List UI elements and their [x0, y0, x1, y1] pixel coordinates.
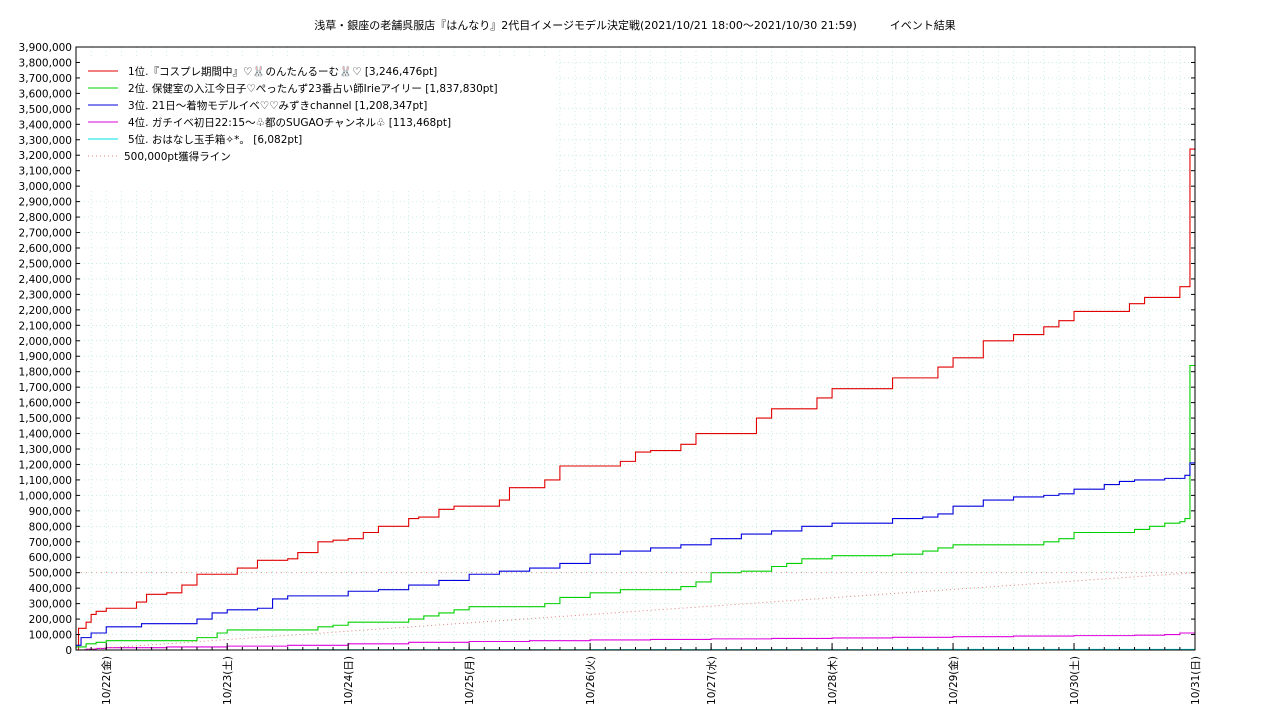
y-tick-label: 1,900,000	[19, 351, 72, 363]
x-tick-label: 10/23(土)	[221, 656, 234, 705]
y-tick-label: 300,000	[29, 599, 72, 611]
y-tick-label: 2,700,000	[19, 228, 72, 240]
y-tick-label: 2,300,000	[19, 289, 72, 301]
legend-label-2: 2位. 保健室の入江今日子♡ぺったんず23番占い師Irieアイリー [1,837…	[128, 82, 498, 95]
y-tick-label: 3,100,000	[19, 166, 72, 178]
series-line-6	[75, 572, 1196, 651]
y-tick-label: 2,900,000	[19, 197, 72, 209]
x-tick-label: 10/28(木)	[827, 656, 839, 705]
legend-box	[80, 58, 556, 188]
y-tick-label: 200,000	[29, 614, 72, 626]
y-tick-label: 1,000,000	[19, 490, 72, 502]
y-tick-label: 1,200,000	[19, 459, 72, 471]
x-tick-label: 10/22(金)	[100, 656, 113, 705]
y-tick-label: 2,600,000	[19, 243, 72, 255]
y-tick-label: 2,400,000	[19, 274, 72, 286]
chart-title: 浅草・銀座の老舗呉服店『はんなり』2代目イメージモデル決定戦(2021/10/2…	[314, 19, 956, 32]
y-tick-label: 2,500,000	[19, 258, 72, 270]
x-tick-label: 10/26(火)	[585, 656, 597, 705]
series-line-1	[76, 148, 1196, 651]
y-tick-label: 3,600,000	[19, 88, 72, 100]
legend-label-1: 1位.『コスプレ期間中』♡🐰のんたんるーむ🐰♡ [3,246,476pt]	[128, 65, 437, 78]
y-tick-label: 2,800,000	[19, 212, 72, 224]
y-tick-label: 3,700,000	[19, 73, 72, 85]
y-tick-label: 1,500,000	[19, 413, 72, 425]
y-tick-label: 2,200,000	[19, 305, 72, 317]
series-line-3	[76, 462, 1196, 646]
y-tick-label: 1,300,000	[19, 444, 72, 456]
legend-label-5: 5位. おはなし玉手箱✧*。 [6,082pt]	[128, 133, 302, 146]
y-tick-label: 2,100,000	[19, 320, 72, 332]
x-tick-label: 10/27(水)	[706, 656, 718, 705]
y-tick-label: 3,000,000	[19, 181, 72, 193]
y-tick-label: 1,400,000	[19, 429, 72, 441]
y-tick-label: 3,500,000	[19, 104, 72, 116]
series-line-2	[76, 364, 1196, 648]
x-tick-label: 10/31(日)	[1190, 656, 1202, 705]
y-tick-label: 700,000	[29, 537, 72, 549]
y-tick-label: 3,900,000	[19, 42, 72, 54]
y-tick-label: 0	[65, 645, 72, 657]
y-tick-label: 400,000	[29, 583, 72, 595]
legend-label-6: 500,000pt獲得ライン	[124, 150, 231, 163]
legend-label-4: 4位. ガチイベ初日22:15〜♧都のSUGAOチャンネル♧ [113,468p…	[128, 116, 451, 129]
y-tick-label: 3,400,000	[19, 119, 72, 131]
y-tick-label: 2,000,000	[19, 336, 72, 348]
y-tick-label: 1,600,000	[19, 398, 72, 410]
y-tick-label: 3,200,000	[19, 150, 72, 162]
y-tick-label: 100,000	[29, 630, 72, 642]
x-tick-label: 10/30(土)	[1068, 656, 1081, 705]
legend: 1位.『コスプレ期間中』♡🐰のんたんるーむ🐰♡ [3,246,476pt] 2位.…	[80, 58, 556, 188]
y-tick-label: 1,100,000	[19, 475, 72, 487]
y-tick-label: 1,800,000	[19, 367, 72, 379]
y-tick-label: 3,300,000	[19, 135, 72, 147]
y-tick-label: 1,700,000	[19, 382, 72, 394]
y-tick-label: 3,800,000	[19, 57, 72, 69]
x-tick-label: 10/25(月)	[464, 656, 476, 705]
x-tick-label: 10/24(日)	[343, 656, 355, 705]
y-tick-label: 600,000	[29, 552, 72, 564]
legend-label-3: 3位. 21日〜着物モデルイベ♡♡みずきchannel [1,208,347pt…	[128, 99, 427, 112]
y-tick-label: 900,000	[29, 506, 72, 518]
y-tick-label: 800,000	[29, 521, 72, 533]
x-tick-label: 10/29(金)	[947, 656, 960, 705]
y-tick-label: 500,000	[29, 568, 72, 580]
axes-layer: 0 100,000 200,000 300,000 400,000 500,000 600,…	[19, 42, 1202, 705]
